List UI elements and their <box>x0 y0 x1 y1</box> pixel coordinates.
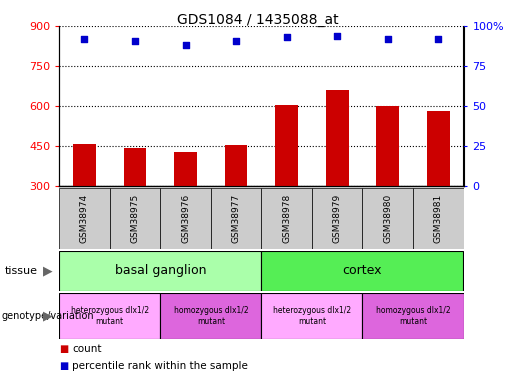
Text: homozygous dlx1/2
mutant: homozygous dlx1/2 mutant <box>174 306 248 326</box>
Bar <box>73 144 96 266</box>
Point <box>333 33 341 39</box>
Text: ■: ■ <box>59 361 68 370</box>
Point <box>434 36 442 42</box>
Bar <box>59 188 110 249</box>
Bar <box>326 90 349 266</box>
Text: GSM38978: GSM38978 <box>282 194 291 243</box>
Text: basal ganglion: basal ganglion <box>114 264 206 278</box>
Bar <box>261 251 464 291</box>
Text: homozygous dlx1/2
mutant: homozygous dlx1/2 mutant <box>375 306 450 326</box>
Point <box>384 36 392 42</box>
Bar <box>261 292 363 339</box>
Bar <box>261 188 312 249</box>
Bar <box>59 292 160 339</box>
Text: genotype/variation: genotype/variation <box>1 311 94 321</box>
Text: GSM38977: GSM38977 <box>232 194 241 243</box>
Point <box>181 42 190 48</box>
Text: count: count <box>72 344 101 354</box>
Text: GSM38974: GSM38974 <box>80 194 89 243</box>
Text: GDS1084 / 1435088_at: GDS1084 / 1435088_at <box>177 13 338 27</box>
Bar <box>225 145 248 266</box>
Text: ■: ■ <box>59 344 68 354</box>
Bar <box>124 148 146 266</box>
Bar <box>427 111 450 266</box>
Bar <box>363 292 464 339</box>
Text: GSM38979: GSM38979 <box>333 194 341 243</box>
Point <box>131 38 139 44</box>
Bar <box>275 105 298 266</box>
Text: GSM38975: GSM38975 <box>130 194 140 243</box>
Bar <box>174 152 197 266</box>
Text: GSM38980: GSM38980 <box>383 194 392 243</box>
Text: cortex: cortex <box>342 264 382 278</box>
Text: GSM38981: GSM38981 <box>434 194 443 243</box>
Text: ▶: ▶ <box>43 309 53 322</box>
Bar <box>211 188 261 249</box>
Point <box>232 38 240 44</box>
Text: percentile rank within the sample: percentile rank within the sample <box>72 361 248 370</box>
Bar <box>312 188 363 249</box>
Text: GSM38976: GSM38976 <box>181 194 190 243</box>
Bar <box>110 188 160 249</box>
Text: heterozygous dlx1/2
mutant: heterozygous dlx1/2 mutant <box>71 306 149 326</box>
Text: tissue: tissue <box>5 266 38 276</box>
Bar <box>363 188 413 249</box>
Text: ▶: ▶ <box>43 264 53 278</box>
Text: heterozygous dlx1/2
mutant: heterozygous dlx1/2 mutant <box>273 306 351 326</box>
Bar <box>160 292 261 339</box>
Point <box>283 34 291 40</box>
Point <box>80 36 89 42</box>
Bar <box>59 251 261 291</box>
Bar <box>160 188 211 249</box>
Bar <box>413 188 464 249</box>
Bar <box>376 106 399 266</box>
